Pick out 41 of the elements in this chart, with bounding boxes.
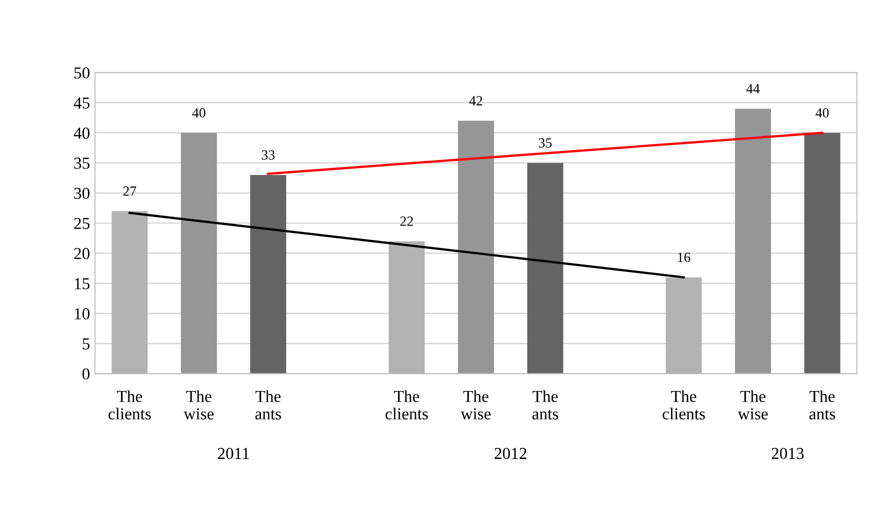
y-tick-label: 10 (74, 308, 90, 320)
bar (250, 174, 286, 374)
bar (527, 162, 564, 374)
text: 2011 (218, 448, 249, 460)
data-label: 33 (262, 150, 275, 160)
x-tick-label: The clients (386, 390, 428, 420)
x-tick-label: The clients (108, 390, 151, 420)
y-tick-label: 25 (74, 218, 90, 230)
x-tick-label: The clients (662, 390, 705, 420)
data-label: 40 (192, 108, 206, 118)
bar (666, 277, 702, 374)
bar (458, 120, 494, 374)
data-label: 40 (816, 108, 829, 118)
x-tick-label: The ants (255, 390, 281, 420)
x-tick-label: The ants (532, 390, 558, 420)
bar (735, 108, 772, 374)
data-label: 16 (678, 252, 690, 262)
y-tick-label: 40 (74, 128, 90, 139)
bar (388, 241, 425, 374)
y-tick-label: 20 (74, 248, 90, 260)
bar (180, 132, 217, 374)
y-tick-label: 35 (74, 158, 90, 169)
x-tick-label: The wise (738, 390, 768, 420)
data-label: 44 (746, 84, 760, 94)
data-label: 42 (469, 96, 482, 106)
y-tick-label: 30 (74, 188, 90, 199)
bar (804, 132, 840, 374)
y-tick-label: 5 (82, 338, 90, 350)
text: 2013 (772, 448, 804, 460)
y-tick-label: 45 (74, 98, 90, 109)
text: 2012 (494, 448, 526, 460)
bar (112, 211, 148, 374)
data-label: 35 (538, 138, 552, 148)
y-tick-label: 50 (74, 67, 90, 79)
x-tick-label: The wise (460, 390, 491, 420)
x-tick-label: The ants (809, 390, 836, 420)
y-tick-label: 0 (82, 368, 90, 380)
data-label: 22 (400, 216, 413, 226)
y-tick-label: 15 (74, 278, 90, 290)
data-label: 27 (123, 186, 136, 196)
x-tick-label: The wise (184, 390, 214, 420)
